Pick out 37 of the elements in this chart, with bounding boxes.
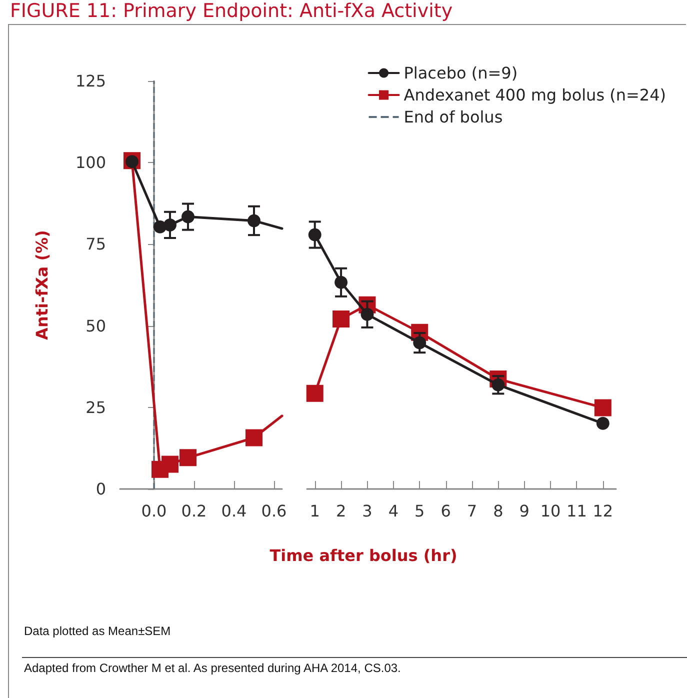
x-tick-label: 6 [440,502,451,520]
x-tick-label: 2 [336,502,346,520]
x-tick-label: 0.6 [261,502,287,520]
text: Data plotted as Mean±SEM [24,624,171,638]
point [180,449,196,466]
x-tick-label: 8 [493,502,504,520]
x-axis-title: Time after bolus (hr) [268,546,458,565]
x-tick-label: 11 [566,502,587,520]
point [162,456,178,473]
y-tick-label: 75 [86,234,106,254]
point [596,416,610,430]
point [246,429,262,446]
point [594,399,612,416]
point [306,384,324,402]
x-tick-label: 0.0 [141,502,167,520]
legend-label: Andexanet 400 mg bolus (n=24) [404,86,666,104]
x-tick-label: 1 [310,502,320,520]
chart-title: FIGURE 11: Primary Endpoint: Anti-fXa Activity [10,0,453,22]
x-tick-label: 12 [592,502,614,520]
y-axis-title: Anti-fXa (%) [32,230,52,340]
text: End of bolus [404,108,503,126]
text: Adapted from Crowther M et al. As presented during AHA 2014, CS.03. [24,661,401,675]
x-tick-label: 10 [540,502,561,520]
x-tick-label: 0.2 [181,502,207,520]
y-tick-label: 50 [86,316,106,336]
y-tick-label: 25 [86,398,106,417]
point [332,310,350,328]
legend-label: Placebo (n=9) [404,64,518,82]
x-tick-label: 9 [519,502,530,520]
x-tick-label: 3 [362,502,372,520]
x-tick-label: 4 [388,502,399,520]
x-tick-label: 0.4 [221,502,247,520]
y-tick-label: 0 [96,480,106,498]
y-tick-label: 100 [75,153,106,172]
x-tick-label: 5 [414,502,425,520]
y-tick-label: 125 [75,72,106,90]
x-tick-label: 7 [466,502,478,520]
